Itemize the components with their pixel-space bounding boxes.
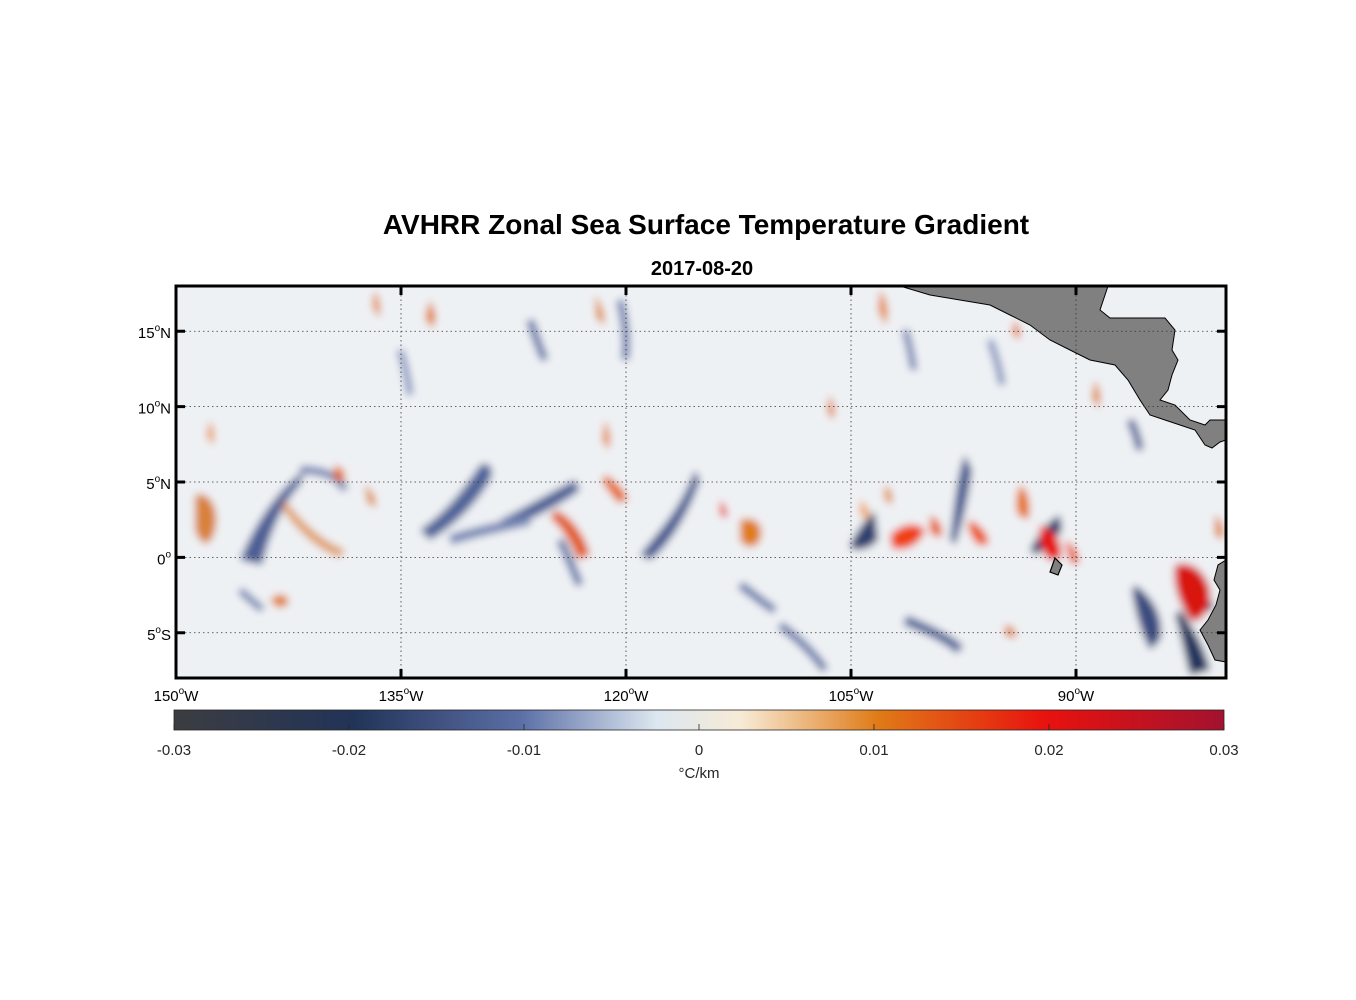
- colorbar-units-label: °C/km: [679, 765, 720, 782]
- lat-label: 10oN: [138, 399, 171, 418]
- lon-degrees: 150: [154, 688, 179, 705]
- colorbar-tick-label: 0: [695, 742, 703, 759]
- colorbar-tick-label: 0.03: [1209, 742, 1238, 759]
- land-masses: [899, 286, 1226, 663]
- lat-degrees: 5: [146, 476, 154, 493]
- lon-label: 120oW: [604, 686, 650, 705]
- lat-label: 15oN: [138, 323, 171, 342]
- galapagos-islands: [1049, 556, 1063, 576]
- lat-hemisphere: N: [160, 325, 171, 342]
- lat-degrees: 0: [157, 551, 165, 568]
- lat-label: 5oS: [147, 625, 171, 644]
- colorbar-tick-label: -0.03: [157, 742, 191, 759]
- lat-degrees: 5: [147, 627, 155, 644]
- latitude-labels: 15oN 10oN 5oN 0o 5oS: [138, 323, 172, 644]
- lat-label: 5oN: [146, 474, 171, 493]
- lon-hemisphere: W: [859, 688, 874, 705]
- colorbar-tick-label: 0.02: [1034, 742, 1063, 759]
- lon-label: 105oW: [829, 686, 875, 705]
- longitude-labels: 150oW 135oW 120oW 105oW 90oW: [154, 686, 1095, 705]
- lon-degrees: 135: [379, 688, 404, 705]
- lon-hemisphere: W: [184, 688, 199, 705]
- map-tick-marks: [174, 286, 1226, 678]
- colorbar-ticks: -0.03 -0.02 -0.01 0 0.01 0.02 0.03: [157, 724, 1239, 759]
- map-panel: 150oW 135oW 120oW 105oW 90oW 15oN 10oN 5oN 0o 5o…: [138, 284, 1228, 705]
- lon-hemisphere: W: [409, 688, 424, 705]
- lat-hemisphere: S: [161, 627, 171, 644]
- map-title: AVHRR Zonal Sea Surface Temperature Grad…: [383, 209, 1029, 240]
- colorbar-gradient: [174, 710, 1224, 730]
- colorbar-tick-label: -0.02: [332, 742, 366, 759]
- lat-hemisphere: N: [160, 476, 171, 493]
- lon-label: 150oW: [154, 686, 200, 705]
- lon-degrees: 120: [604, 688, 629, 705]
- lon-label: 90oW: [1058, 686, 1095, 705]
- lon-label: 135oW: [379, 686, 425, 705]
- lat-label: 0o: [157, 549, 171, 568]
- colorbar-tick-label: -0.01: [507, 742, 541, 759]
- lon-degrees: 90: [1058, 688, 1075, 705]
- lat-hemisphere: N: [160, 401, 171, 418]
- lat-degrees: 15: [138, 325, 155, 342]
- colorbar: -0.03 -0.02 -0.01 0 0.01 0.02 0.03 °C/km: [157, 709, 1239, 782]
- lon-hemisphere: W: [634, 688, 649, 705]
- map-subtitle: 2017-08-20: [651, 258, 753, 280]
- lon-degrees: 105: [829, 688, 854, 705]
- lon-hemisphere: W: [1080, 688, 1095, 705]
- lat-degrees: 10: [138, 401, 155, 418]
- colorbar-tick-label: 0.01: [859, 742, 888, 759]
